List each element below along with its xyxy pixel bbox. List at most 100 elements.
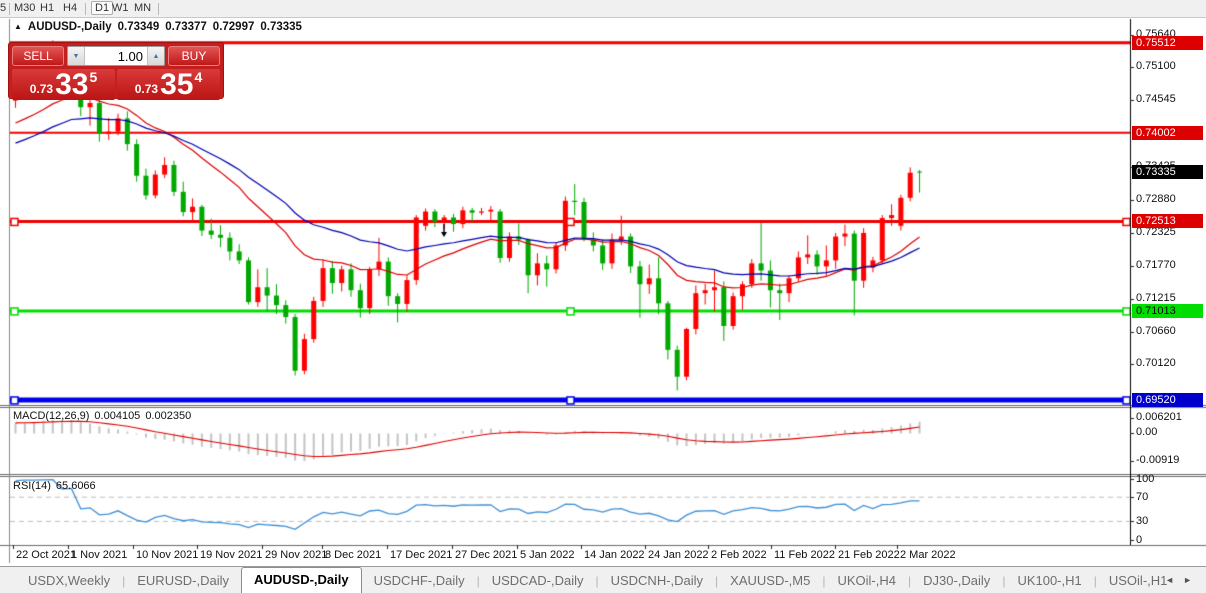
timeframe-toolbar: 5 M30 H1 H4 D1 W1 MN bbox=[0, 0, 1206, 18]
buy-price-pip: 4 bbox=[194, 69, 203, 85]
collapse-triangle-icon[interactable]: ▲ bbox=[14, 22, 22, 31]
macd-name: MACD(12,26,9) bbox=[13, 410, 90, 422]
price-axis-label: 0.70120 bbox=[1136, 357, 1176, 370]
buy-button[interactable]: BUY bbox=[168, 46, 220, 66]
ohlc-high: 0.73377 bbox=[165, 21, 207, 33]
toolbar-separator bbox=[9, 3, 10, 15]
tab-separator: | bbox=[715, 574, 719, 588]
chart-title: ▲ AUDUSD-,Daily 0.73349 0.73377 0.72997 0.733… bbox=[14, 21, 302, 33]
date-axis-label: 17 Dec 2021 bbox=[390, 549, 453, 561]
date-axis-label: 24 Jan 2022 bbox=[648, 549, 709, 561]
sell-price-big: 33 bbox=[55, 68, 89, 101]
timeframe-button-h1[interactable]: H1 bbox=[40, 2, 55, 14]
tab-scroll-left[interactable]: ◄ bbox=[1165, 575, 1175, 585]
line-price-badge: 0.72513 bbox=[1132, 214, 1203, 229]
macd-value: 0.004105 bbox=[94, 410, 141, 422]
sell-price-base: 0.73 bbox=[29, 82, 54, 96]
triangle-up-icon: ▲ bbox=[152, 52, 160, 60]
date-axis-label: 21 Feb 2022 bbox=[838, 549, 900, 561]
date-axis-label: 1 Nov 2021 bbox=[71, 549, 128, 561]
triangle-down-icon: ▼ bbox=[72, 52, 80, 60]
one-click-trade-panel: SELL ▼ ▲ BUY 0.73 33 5 0.73 35 4 bbox=[8, 42, 224, 100]
price-axis-label: 0.70660 bbox=[1136, 324, 1176, 337]
ohlc-low: 0.72997 bbox=[212, 21, 255, 33]
sell-price-display[interactable]: 0.73 33 5 bbox=[12, 69, 115, 100]
price-axis-label: 0.71215 bbox=[1136, 291, 1176, 304]
macd-axis-label: 0.006201 bbox=[1136, 411, 1182, 423]
tab-usdchf-daily[interactable]: USDCHF-,Daily bbox=[373, 573, 465, 588]
tab-separator: | bbox=[476, 574, 480, 588]
tab-separator: | bbox=[822, 574, 826, 588]
tab-usdcnh-daily[interactable]: USDCNH-,Daily bbox=[610, 573, 704, 588]
date-axis-label: 11 Feb 2022 bbox=[774, 549, 835, 561]
timeframe-button-d1[interactable]: D1 bbox=[91, 1, 114, 15]
timeframe-button-h4[interactable]: H4 bbox=[63, 2, 78, 14]
timeframe-button-mn[interactable]: MN bbox=[134, 2, 152, 14]
macd-signal-value: 0.002350 bbox=[145, 410, 192, 422]
buy-price-display[interactable]: 0.73 35 4 bbox=[117, 69, 220, 100]
date-axis-label: 8 Dec 2021 bbox=[325, 549, 382, 561]
date-axis-label: 29 Nov 2021 bbox=[265, 549, 328, 561]
tab-separator: | bbox=[122, 574, 126, 588]
toolbar-separator bbox=[85, 3, 86, 15]
macd-label: MACD(12,26,9) 0.004105 0.002350 bbox=[13, 410, 196, 422]
line-price-badge: 0.74002 bbox=[1132, 125, 1203, 140]
volume-input[interactable] bbox=[85, 47, 147, 65]
timeframe-button-partial[interactable]: 5 bbox=[0, 2, 7, 14]
buy-price-base: 0.73 bbox=[134, 82, 159, 96]
sell-price-pip: 5 bbox=[89, 69, 98, 85]
date-axis-label: 2 Feb 2022 bbox=[711, 549, 767, 561]
rsi-axis-label: 70 bbox=[1136, 491, 1149, 504]
line-price-badge: 0.69520 bbox=[1132, 392, 1203, 407]
price-axis-label: 0.71770 bbox=[1136, 258, 1176, 271]
toolbar-separator bbox=[158, 3, 159, 15]
date-axis-label: 2 Mar 2022 bbox=[900, 549, 956, 561]
volume-spinner: ▼ ▲ bbox=[67, 46, 165, 66]
timeframe-button-m30[interactable]: M30 bbox=[14, 2, 36, 14]
date-axis-label: 22 Oct 2021 bbox=[16, 549, 76, 561]
tab-separator: | bbox=[595, 574, 599, 588]
date-axis-label: 27 Dec 2021 bbox=[455, 549, 518, 561]
tab-usdx-weekly[interactable]: USDX,Weekly bbox=[28, 573, 111, 588]
date-axis-label: 10 Nov 2021 bbox=[136, 549, 199, 561]
symbol-tab-bar: USDX,Weekly | EURUSD-,Daily AUDUSD-,Daily US… bbox=[0, 566, 1206, 593]
date-axis-label: 19 Nov 2021 bbox=[200, 549, 263, 561]
tab-scroll-arrows: ◄ ► bbox=[1156, 575, 1192, 585]
tab-ukoil-h4[interactable]: UKOil-,H4 bbox=[837, 573, 896, 588]
current-price-badge: 0.73335 bbox=[1132, 165, 1203, 180]
tab-usdcad-daily[interactable]: USDCAD-,Daily bbox=[491, 573, 584, 588]
volume-increase-button[interactable]: ▲ bbox=[147, 47, 164, 65]
rsi-axis-label: 0 bbox=[1136, 533, 1143, 546]
tab-usoil-h1[interactable]: USOil-,H1 bbox=[1108, 573, 1168, 588]
timeframe-button-w1[interactable]: W1 bbox=[112, 2, 129, 14]
rsi-name: RSI(14) bbox=[13, 480, 51, 492]
buy-price-big: 35 bbox=[160, 68, 194, 101]
volume-decrease-button[interactable]: ▼ bbox=[68, 47, 85, 65]
chart-symbol-label: AUDUSD-,Daily bbox=[27, 21, 112, 33]
rsi-label: RSI(14) 65.6066 bbox=[13, 480, 101, 492]
price-axis-label: 0.74545 bbox=[1136, 93, 1176, 106]
ohlc-open: 0.73349 bbox=[117, 21, 160, 33]
tab-audusd-daily[interactable]: AUDUSD-,Daily bbox=[240, 567, 362, 593]
tab-separator: | bbox=[908, 574, 912, 588]
rsi-value: 65.6066 bbox=[55, 480, 96, 492]
tab-uk100-h1[interactable]: UK100-,H1 bbox=[1017, 573, 1082, 588]
date-axis-label: 5 Jan 2022 bbox=[520, 549, 575, 561]
rsi-axis-label: 100 bbox=[1136, 473, 1155, 485]
sell-button[interactable]: SELL bbox=[12, 46, 64, 66]
macd-axis-label: -0.00919 bbox=[1136, 454, 1180, 466]
tab-dj30-daily[interactable]: DJ30-,Daily bbox=[923, 573, 991, 588]
rsi-axis-label: 30 bbox=[1136, 515, 1149, 528]
tab-separator: | bbox=[1002, 574, 1006, 588]
macd-axis-label: 0.00 bbox=[1136, 426, 1158, 438]
price-axis-label: 0.75100 bbox=[1136, 60, 1176, 73]
price-axis-label: 0.72880 bbox=[1136, 192, 1176, 205]
line-price-badge: 0.71013 bbox=[1132, 303, 1203, 318]
tab-xauusd-m5[interactable]: XAUUSD-,M5 bbox=[730, 573, 811, 588]
tab-eurusd-daily[interactable]: EURUSD-,Daily bbox=[137, 573, 229, 588]
tab-separator: | bbox=[1093, 574, 1097, 588]
line-price-badge: 0.75512 bbox=[1132, 35, 1203, 50]
tab-scroll-right[interactable]: ► bbox=[1183, 575, 1192, 585]
date-axis-label: 14 Jan 2022 bbox=[584, 549, 645, 561]
